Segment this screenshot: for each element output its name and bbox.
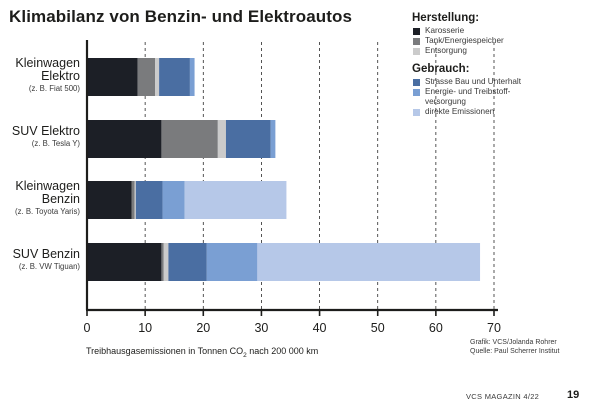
legend-heading-production: Herstellung: (412, 12, 480, 24)
bar-segment-3-2 (163, 243, 169, 281)
x-tick-label-40: 40 (313, 321, 327, 335)
bar-segment-0-1 (137, 58, 156, 96)
category-label: Kleinwagen Elektro (z. B. Fiat 500) (0, 55, 80, 94)
bar-segment-2-1 (131, 181, 135, 219)
x-axis-label: Treibhausgasemissionen in Tonnen CO2 nac… (86, 346, 319, 359)
legend-label: Karosserie (425, 26, 465, 35)
bar-segment-2-0 (87, 181, 132, 219)
x-tick-label-20: 20 (196, 321, 210, 335)
bar-segment-3-0 (87, 243, 162, 281)
category-name: SUV Elektro (11, 124, 80, 139)
bar-segment-0-2 (155, 58, 160, 96)
legend-swatch (413, 47, 420, 55)
legend-group-use: Gebrauch: Strasse Bau und Unterhalt Energ… (412, 63, 592, 117)
legend-swatch (413, 27, 420, 35)
category-label: Kleinwagen Benzin (z. B. Toyota Yaris) (0, 178, 80, 217)
category-label: SUV Benzin (z. B. VW Tiguan) (0, 248, 80, 272)
legend-item: Karosserie (412, 26, 592, 36)
x-tick-label-0: 0 (84, 321, 91, 335)
footer-magazine: VCS MAGAZIN 4/22 (466, 392, 540, 401)
category-example: (z. B. Toyota Yaris) (15, 206, 80, 216)
legend-swatch (413, 88, 420, 96)
legend-item: Entsorgung (412, 46, 592, 56)
bar-segment-3-4 (206, 243, 258, 281)
legend-label: Entsorgung (425, 46, 467, 55)
legend-label: Tank/Energiespeicher (425, 36, 504, 45)
category-name: Kleinwagen Elektro (15, 55, 80, 83)
legend-item: direkte Emissionen (412, 107, 592, 117)
bar-segment-0-0 (87, 58, 138, 96)
category-name: SUV Benzin (12, 247, 80, 262)
legend-heading-use: Gebrauch: (412, 63, 470, 75)
legend-label: Energie- und Treibstoff- versorgung (425, 87, 511, 106)
category-example: (z. B. Fiat 500) (28, 83, 80, 93)
legend-item: Strasse Bau und Unterhalt (412, 77, 592, 87)
bar-segment-0-4 (189, 58, 195, 96)
legend-swatch (413, 108, 420, 116)
chart-title: Klimabilanz von Benzin- und Elektroautos (9, 7, 353, 26)
bar-segment-3-1 (161, 243, 164, 281)
bar-segment-3-5 (257, 243, 481, 281)
credit-graphic: Grafik: VCS/Jolanda Rohrer (470, 339, 557, 346)
bar-segment-0-3 (159, 58, 190, 96)
bar-segment-1-1 (161, 120, 218, 158)
x-tick-label-30: 30 (254, 321, 268, 335)
page-number: 19 (567, 389, 580, 401)
bar-segment-1-0 (87, 120, 162, 158)
legend-label: Strasse Bau und Unterhalt (425, 77, 522, 86)
x-tick-label-50: 50 (371, 321, 385, 335)
legend-item: Tank/Energiespeicher (412, 36, 592, 46)
bar-segment-2-3 (135, 181, 163, 219)
category-example: (z. B. VW Tiguan) (18, 261, 80, 271)
legend-item: Energie- und Treibstoff- versorgung (412, 87, 592, 107)
category-label: SUV Elektro (z. B. Tesla Y) (0, 125, 80, 149)
legend-group-production: Herstellung: Karosserie Tank/Energiespeic… (412, 12, 592, 56)
category-name: Kleinwagen Benzin (15, 178, 80, 206)
bar-segment-1-4 (270, 120, 276, 158)
bar-segment-1-3 (225, 120, 271, 158)
bar-segment-1-2 (217, 120, 226, 158)
bar-segment-2-5 (184, 181, 287, 219)
credit-source: Quelle: Paul Scherrer Institut (470, 348, 560, 355)
bar-segment-3-3 (168, 243, 207, 281)
category-example: (z. B. Tesla Y) (31, 138, 80, 148)
legend-swatch (413, 78, 420, 86)
x-tick-label-10: 10 (138, 321, 152, 335)
legend-label: direkte Emissionen (425, 107, 495, 116)
x-tick-label-70: 70 (487, 321, 501, 335)
bar-segment-2-2 (134, 181, 136, 219)
legend-swatch (413, 37, 420, 45)
bar-segment-2-4 (162, 181, 185, 219)
x-tick-label-60: 60 (429, 321, 443, 335)
legend: Herstellung: Karosserie Tank/Energiespeic… (412, 12, 592, 124)
